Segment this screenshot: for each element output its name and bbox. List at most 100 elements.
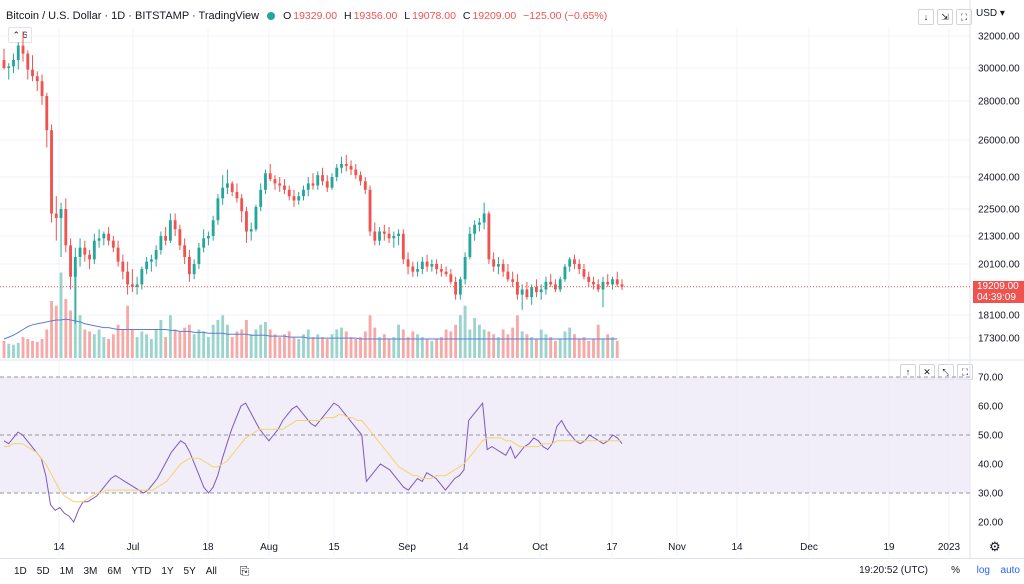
candle-body xyxy=(149,259,153,262)
candle-body xyxy=(482,213,486,223)
volume-bar xyxy=(111,334,115,358)
candle-body xyxy=(387,233,391,239)
volume-bar xyxy=(235,331,239,358)
candle-body xyxy=(397,233,400,236)
volume-bar xyxy=(439,337,443,358)
volume-bar xyxy=(192,334,196,358)
change-value: −125.00 (−0.65%) xyxy=(523,10,608,22)
indicator-count: 6 xyxy=(22,30,28,40)
auto-scale-button[interactable]: auto xyxy=(1000,565,1020,576)
candle-body xyxy=(330,177,334,188)
price-axis-label: 26000.00 xyxy=(978,136,1020,147)
candle-body xyxy=(140,269,144,285)
last-price-label: 19209.00 04:39:09 xyxy=(973,280,1024,303)
volume-bar xyxy=(278,337,282,358)
volume-bar xyxy=(64,299,68,358)
volume-bar xyxy=(330,334,334,358)
volume-bar xyxy=(406,337,410,358)
volume-bar xyxy=(230,337,234,358)
candle-body xyxy=(130,284,134,287)
settings-gear-icon[interactable]: ⚙ xyxy=(989,539,1001,554)
volume-bar xyxy=(373,327,377,358)
candle-body xyxy=(525,289,529,298)
volume-bar xyxy=(183,327,187,358)
volume-bar xyxy=(549,337,553,358)
time-axis-label: 14 xyxy=(731,542,743,553)
volume-bar xyxy=(302,334,305,358)
move-down-icon[interactable]: ↓ xyxy=(918,9,934,25)
volume-bar xyxy=(492,334,496,358)
rsi-axis-label: 30.00 xyxy=(978,489,1003,500)
volume-bar xyxy=(487,331,491,358)
maximize-pane-icon[interactable]: ⛶ xyxy=(956,9,972,25)
volume-bar xyxy=(26,339,30,358)
candle-body xyxy=(264,173,267,190)
time-axis-label: Jul xyxy=(127,542,140,553)
open-label: O xyxy=(283,10,292,22)
range-all-button[interactable]: All xyxy=(205,566,217,577)
volume-bar xyxy=(573,334,576,358)
candle-body xyxy=(135,284,139,287)
candle-body xyxy=(539,289,543,293)
volume-bar xyxy=(178,331,182,358)
utc-clock[interactable]: 19:20:52 (UTC) xyxy=(859,565,928,576)
volume-bar xyxy=(297,339,301,358)
maximize-pane-icon[interactable]: ⛶ xyxy=(957,364,973,380)
currency-selector[interactable]: USD ▾ xyxy=(976,8,1005,19)
go-to-date-icon[interactable]: ⎘ xyxy=(239,564,250,578)
candle-body xyxy=(311,183,315,186)
volume-bar xyxy=(45,329,49,358)
volume-bar xyxy=(40,339,44,358)
time-axis-label: Nov xyxy=(668,542,686,553)
range-6m-button[interactable]: 6M xyxy=(107,566,122,577)
volume-bar xyxy=(54,305,58,358)
volume-bar xyxy=(88,331,91,358)
volume-bar xyxy=(21,337,25,358)
range-ytd-button[interactable]: YTD xyxy=(131,566,152,577)
candle-body xyxy=(45,96,49,131)
time-axis-label: Aug xyxy=(260,542,278,553)
range-3m-button[interactable]: 3M xyxy=(83,566,98,577)
symbol-title[interactable]: Bitcoin / U.S. Dollar · 1D · BITSTAMP · … xyxy=(6,10,260,22)
open-value: 19329.00 xyxy=(293,10,338,22)
volume-bar xyxy=(468,329,472,358)
range-1y-button[interactable]: 1Y xyxy=(161,566,174,577)
volume-bar xyxy=(378,337,381,358)
candle-body xyxy=(64,209,68,246)
volume-bar xyxy=(501,329,505,358)
price-chart[interactable]: 17300.00 18100.00 20100.00 21300.00 22500.00… xyxy=(0,0,1024,558)
volume-bar xyxy=(292,337,296,358)
candle-countdown: 04:39:09 xyxy=(977,291,1016,303)
volume-bar xyxy=(316,334,320,358)
candle-body xyxy=(168,220,172,241)
candle-body xyxy=(620,284,624,287)
range-1d-button[interactable]: 1D xyxy=(14,566,27,577)
price-axis-label: 22500.00 xyxy=(978,205,1020,216)
candle-body xyxy=(606,281,610,285)
candle-body xyxy=(221,187,225,199)
candle-body xyxy=(249,229,253,232)
volume-bar xyxy=(454,324,458,358)
range-5y-button[interactable]: 5Y xyxy=(183,566,196,577)
volume-bar xyxy=(496,337,500,358)
range-1m-button[interactable]: 1M xyxy=(59,566,74,577)
collapse-pane-icon[interactable]: ⤡ xyxy=(938,364,954,380)
volume-bar xyxy=(211,324,215,358)
volume-bar xyxy=(226,324,229,358)
candle-body xyxy=(321,175,324,182)
candle-body xyxy=(392,236,396,239)
price-axis-label: 28000.00 xyxy=(978,97,1020,108)
candle-body xyxy=(154,250,158,260)
range-5d-button[interactable]: 5D xyxy=(36,566,50,577)
candle-body xyxy=(325,181,329,188)
indicators-toggle-button[interactable]: ⌃ 6 xyxy=(8,27,32,43)
collapse-pane-icon[interactable]: ⇲ xyxy=(937,9,953,25)
volume-bar xyxy=(577,339,581,358)
volume-bar xyxy=(2,340,6,358)
price-axis-label: 20100.00 xyxy=(978,260,1020,271)
close-pane-icon[interactable]: ✕ xyxy=(919,364,935,380)
candle-body xyxy=(54,213,58,218)
percent-scale-button[interactable]: % xyxy=(951,565,960,576)
candle-body xyxy=(226,183,229,188)
log-scale-button[interactable]: log xyxy=(976,565,990,576)
